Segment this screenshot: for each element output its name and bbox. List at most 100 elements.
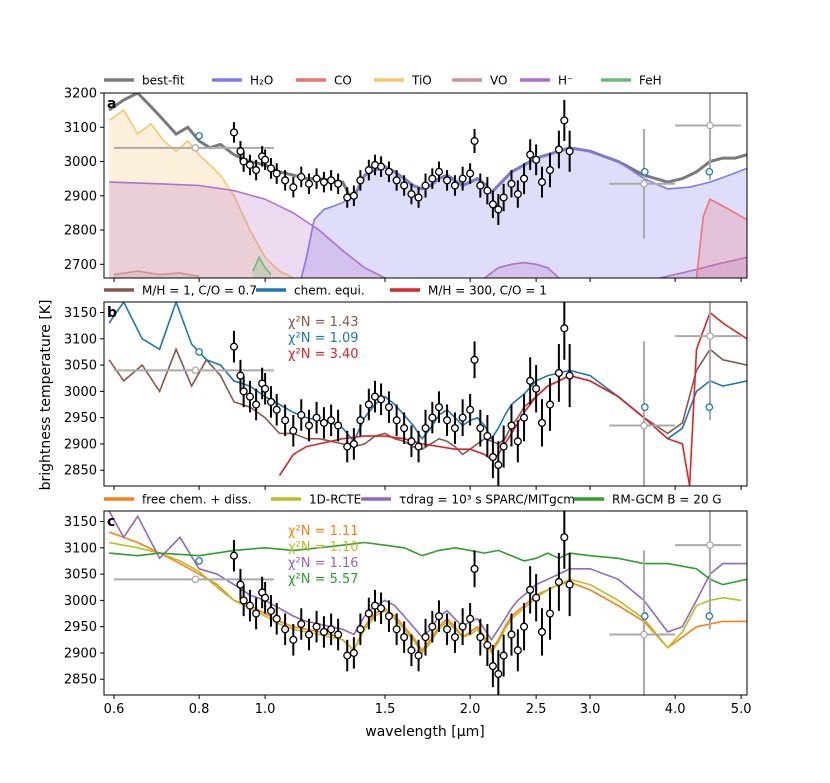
series-fill	[109, 110, 294, 278]
axes-frame	[103, 301, 748, 487]
data-point	[443, 625, 452, 634]
legend-label: FeH	[639, 74, 662, 88]
series-line	[108, 302, 747, 443]
y-tick-label: 2800	[64, 224, 97, 239]
data-point	[532, 593, 541, 602]
gray-point	[191, 575, 200, 584]
data-point	[266, 164, 276, 173]
data-point	[245, 392, 254, 401]
data-point	[400, 181, 409, 190]
gray-point	[195, 348, 203, 356]
legend-label: 1D-RCTE	[309, 493, 361, 507]
data-point	[488, 662, 497, 671]
data-point	[565, 147, 574, 156]
data-point	[476, 633, 485, 642]
data-point	[499, 442, 508, 451]
legend-label: RM-GCM B = 20 G	[612, 493, 722, 507]
data-point	[450, 633, 460, 642]
panel-label: b	[107, 305, 117, 321]
gray-point	[191, 143, 200, 152]
data-point	[520, 174, 529, 183]
gray-point	[706, 332, 714, 341]
data-point	[499, 651, 508, 660]
data-point	[476, 181, 485, 190]
data-point	[526, 376, 535, 385]
data-point	[545, 609, 555, 618]
x-tick-label: 0.6	[104, 702, 125, 717]
y-tick-label: 3150	[64, 515, 97, 530]
gray-point	[640, 403, 649, 411]
data-point	[327, 625, 336, 634]
gray-point	[640, 421, 648, 430]
data-point	[494, 205, 503, 214]
data-point	[239, 387, 248, 396]
data-point	[545, 400, 555, 409]
y-tick-label: 3000	[64, 385, 97, 400]
data-point	[281, 416, 290, 425]
gray-point	[191, 366, 200, 375]
series-fill	[109, 182, 405, 278]
x-tick-label: 1.5	[375, 702, 396, 717]
series-line	[108, 531, 747, 652]
data-point	[297, 619, 306, 629]
y-tick-label: 3200	[64, 87, 97, 102]
data-point	[421, 424, 430, 433]
data-point	[421, 633, 430, 642]
gray-point	[195, 557, 203, 565]
data-point	[356, 416, 365, 425]
y-tick-label: 2900	[64, 437, 97, 452]
data-point	[520, 413, 529, 422]
data-point	[334, 421, 343, 430]
data-point	[377, 604, 386, 613]
data-point	[428, 413, 437, 422]
data-point	[319, 178, 328, 187]
data-point	[470, 564, 479, 573]
data-point	[450, 424, 460, 433]
data-point	[507, 630, 516, 639]
data-point	[392, 176, 401, 185]
x-tick-label: 5.0	[731, 702, 752, 717]
data-point	[289, 183, 298, 192]
data-point	[364, 166, 373, 175]
plot-area-c	[108, 511, 747, 695]
data-point	[466, 169, 475, 178]
data-point	[261, 593, 270, 602]
legend-label: M/H = 300, C/O = 1	[428, 284, 547, 298]
data-point	[384, 167, 394, 176]
legend-label: H⁻	[558, 74, 573, 88]
data-point	[488, 453, 497, 462]
data-point	[488, 200, 497, 209]
y-tick-label: 2900	[64, 189, 97, 204]
data-point	[297, 410, 306, 420]
data-point	[272, 614, 281, 623]
data-point	[349, 648, 358, 657]
data-point	[414, 442, 423, 451]
data-point	[470, 355, 479, 364]
data-point	[443, 176, 452, 185]
data-point	[400, 424, 409, 433]
data-point	[272, 169, 281, 178]
data-point	[428, 622, 437, 631]
data-point	[319, 418, 328, 427]
gray-point	[640, 167, 649, 176]
data-point	[513, 190, 522, 199]
data-point	[239, 157, 248, 166]
legend-b: M/H = 1, C/O = 0.7 chem. equi. M/H = 300, …	[104, 284, 547, 298]
data-point	[239, 596, 248, 605]
gray-point	[195, 131, 203, 140]
data-point	[434, 612, 444, 621]
gray-point	[640, 612, 649, 620]
data-point	[229, 342, 239, 351]
data-point	[499, 193, 508, 202]
x-tick-label: 2.0	[460, 702, 481, 717]
gray-point	[640, 630, 648, 639]
data-point	[327, 176, 336, 185]
data-point	[252, 400, 261, 409]
series-fill	[696, 199, 747, 278]
data-point	[532, 155, 541, 164]
y-tick-label: 3100	[64, 121, 97, 136]
y-tick-label: 3000	[64, 155, 97, 170]
data-point	[261, 384, 270, 393]
data-point	[554, 145, 563, 154]
chi2-annotation: χ²N = 1.16	[288, 556, 359, 571]
